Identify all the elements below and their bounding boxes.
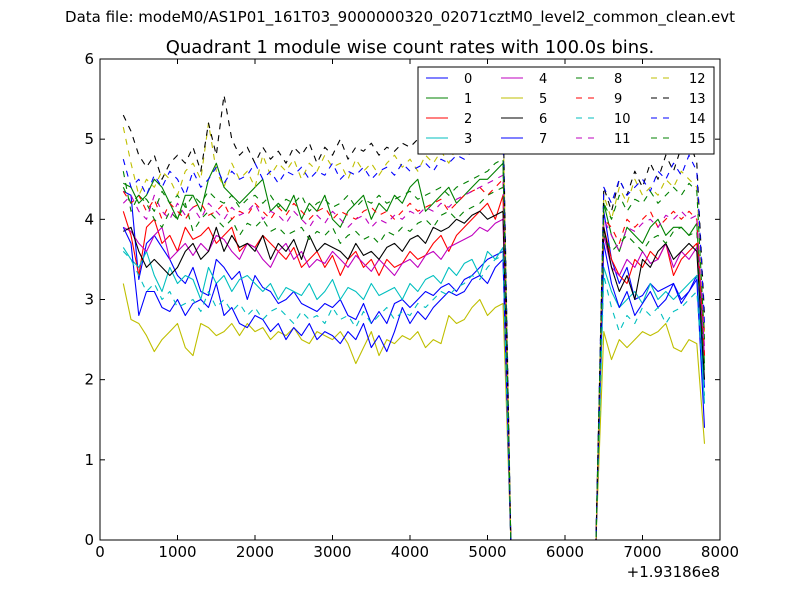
legend-label-13: 13 [689, 92, 706, 107]
x-tick-label: 6000 [546, 543, 584, 561]
series-line-7 [122, 227, 706, 541]
y-tick-label: 3 [84, 291, 94, 309]
legend-box [417, 66, 715, 155]
legend-label-3: 3 [464, 132, 472, 147]
y-tick-label: 2 [84, 371, 94, 389]
legend-label-9: 9 [614, 92, 622, 107]
series-line-10 [122, 251, 706, 541]
legend-label-0: 0 [464, 72, 472, 87]
legend-label-11: 11 [614, 132, 631, 147]
series-line-13 [122, 94, 706, 541]
legend-label-14: 14 [689, 112, 706, 127]
series-line-14 [122, 130, 706, 541]
x-tick-label: 0 [95, 543, 105, 561]
x-tick-label: 1000 [158, 543, 196, 561]
series-line-0 [123, 190, 706, 541]
x-tick-label: 8000 [701, 543, 739, 561]
chart-title: Quadrant 1 module wise count rates with … [166, 37, 655, 58]
legend-label-15: 15 [689, 132, 706, 147]
series-line-3 [122, 246, 706, 541]
legend-label-6: 6 [539, 112, 547, 127]
series-line-1 [123, 162, 706, 541]
x-tick-label: 5000 [468, 543, 506, 561]
x-tick-label: 3000 [313, 543, 351, 561]
y-tick-label: 6 [84, 50, 94, 68]
x-tick-label: 2000 [236, 543, 274, 561]
x-tick-label: 4000 [391, 543, 429, 561]
series-layer [122, 94, 706, 541]
series-line-5 [122, 283, 706, 541]
y-tick-label: 0 [84, 531, 94, 549]
series-line-15 [122, 158, 706, 541]
legend-label-5: 5 [539, 92, 547, 107]
x-axis-offset-label: +1.93186e8 [627, 563, 720, 581]
y-tick-label: 5 [84, 130, 94, 148]
legend-label-1: 1 [464, 92, 472, 107]
series-line-2 [122, 194, 706, 541]
y-tick-label: 4 [84, 210, 94, 228]
legend-label-10: 10 [614, 112, 631, 127]
series-line-6 [123, 210, 706, 541]
legend-label-8: 8 [614, 72, 622, 87]
legend-label-4: 4 [539, 72, 547, 87]
series-line-9 [122, 178, 706, 541]
legend-label-7: 7 [539, 132, 547, 147]
series-line-12 [122, 114, 706, 541]
legend-label-2: 2 [464, 112, 472, 127]
series-line-8 [122, 171, 706, 541]
series-line-11 [122, 174, 706, 541]
series-line-4 [123, 218, 706, 541]
figure-suptitle: Data file: modeM0/AS1P01_161T03_90000003… [65, 8, 735, 26]
legend-label-12: 12 [689, 72, 706, 87]
y-tick-label: 1 [84, 451, 94, 469]
x-tick-label: 7000 [623, 543, 661, 561]
